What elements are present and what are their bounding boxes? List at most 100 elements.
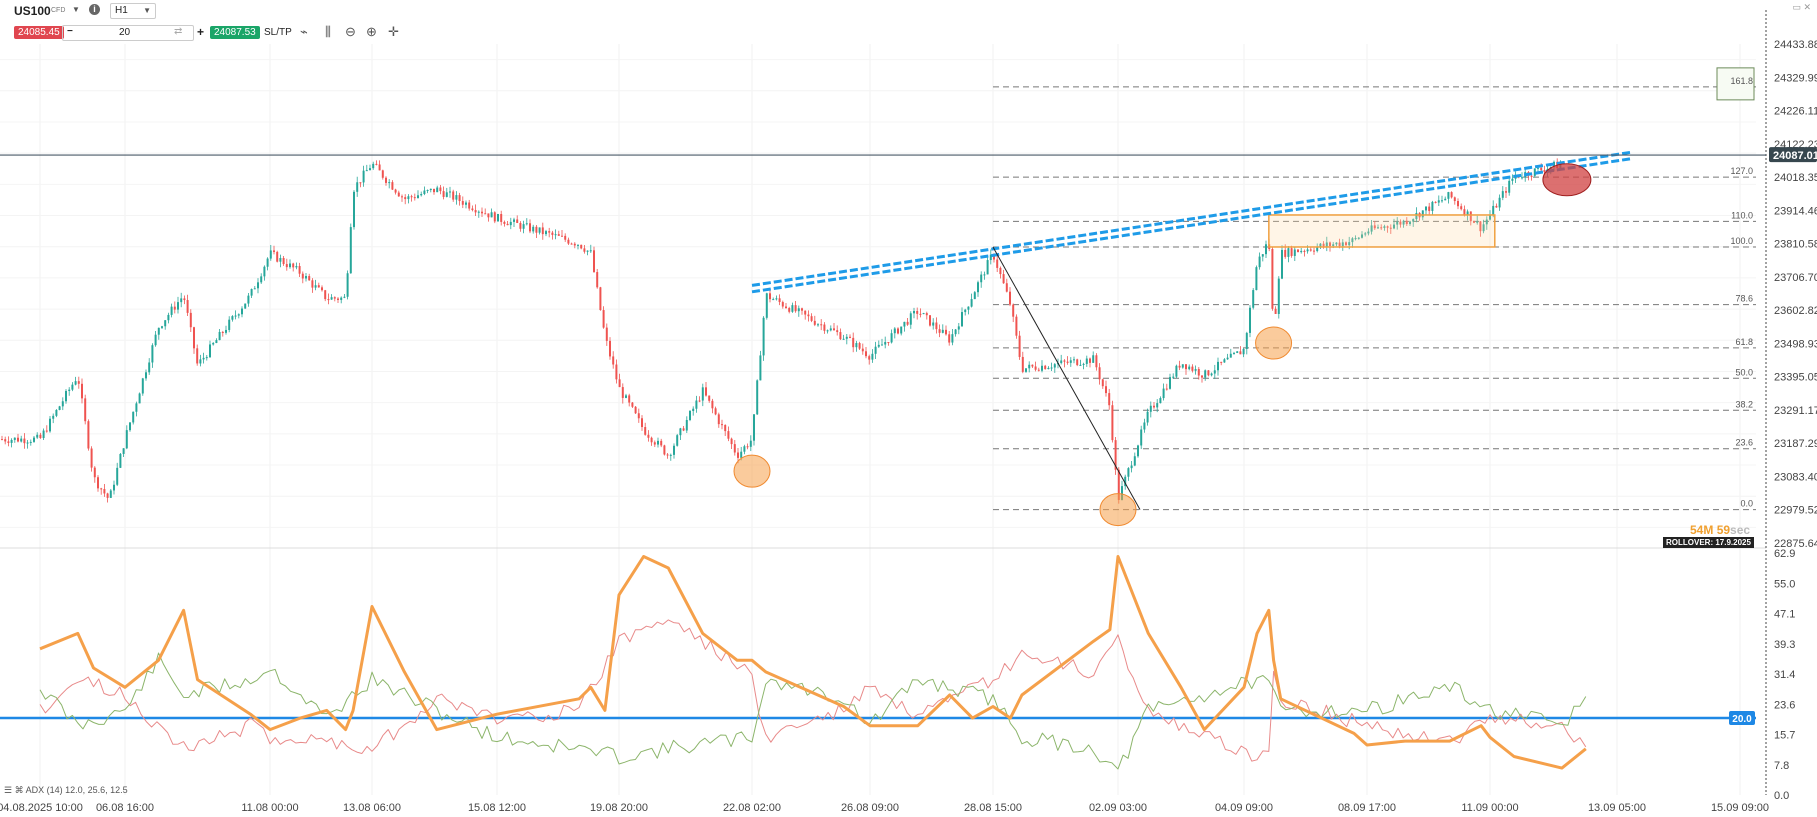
highlight-circle[interactable]	[1255, 326, 1293, 360]
swap-icon[interactable]: ⇄	[174, 26, 183, 37]
candle-body	[241, 308, 243, 315]
candle-body	[570, 243, 573, 245]
candle-body	[685, 419, 688, 431]
candle	[1101, 378, 1104, 389]
candle	[1034, 361, 1037, 372]
candle	[874, 341, 877, 359]
candle-body	[1265, 244, 1267, 255]
candlestick-icon[interactable]: ⫼	[325, 24, 331, 39]
candle	[577, 244, 579, 250]
candle-body	[167, 314, 170, 321]
candle	[1233, 351, 1235, 355]
candle	[836, 325, 839, 336]
candle	[1405, 217, 1408, 227]
candle-body	[817, 324, 819, 326]
candle	[493, 211, 496, 224]
candle	[1300, 247, 1303, 254]
candle	[711, 398, 714, 414]
candle-body	[961, 312, 963, 327]
candle-body	[269, 250, 272, 259]
candle	[455, 191, 458, 205]
sltp-button[interactable]: SL/TP	[264, 27, 292, 38]
quantity-input[interactable]: − 20 ⇄	[62, 25, 194, 41]
candle-body	[237, 314, 240, 316]
annotations[interactable]	[0, 150, 1766, 527]
candle-body	[906, 321, 909, 325]
candle	[205, 355, 208, 361]
candle	[161, 325, 163, 329]
fib-swing-line[interactable]	[992, 246, 1141, 510]
candle	[445, 187, 448, 198]
candle	[343, 293, 346, 299]
sell-price-button[interactable]: 24085.45	[14, 26, 64, 39]
candle-body	[1469, 211, 1472, 222]
candle	[394, 188, 397, 195]
candle-body	[106, 493, 109, 498]
trendline[interactable]	[751, 150, 1632, 287]
candle-body	[708, 395, 711, 401]
candle	[557, 230, 560, 237]
candle-body	[298, 266, 301, 274]
fibonacci-retracement[interactable]: 161.8 127.0 110.0 100.0 78.6 61.8 50.0 38.2 23.6…	[993, 67, 1756, 511]
candle	[1357, 237, 1360, 240]
candle	[666, 452, 669, 459]
candle	[564, 233, 567, 242]
candle	[164, 320, 167, 330]
zoom-out-icon[interactable]: ⊖	[345, 24, 356, 39]
adx-tick-label: 55.0	[1774, 578, 1795, 590]
candle-body	[388, 182, 391, 184]
symbol-dropdown-icon[interactable]: ▼	[72, 5, 80, 14]
candle	[586, 250, 589, 256]
candle-body	[813, 320, 816, 325]
candle	[858, 341, 861, 350]
highlight-circle[interactable]	[1099, 493, 1137, 527]
candle	[84, 394, 87, 425]
consolidation-box[interactable]	[1268, 214, 1496, 248]
trendline[interactable]	[751, 157, 1632, 294]
candle	[625, 393, 627, 399]
candle	[241, 306, 243, 318]
candle	[109, 488, 112, 499]
candle-body	[61, 401, 64, 407]
candle-body	[314, 285, 317, 288]
candle	[641, 415, 643, 431]
zoom-in-icon[interactable]: ⊕	[366, 24, 377, 39]
highlight-circle[interactable]	[733, 454, 771, 488]
info-icon[interactable]: i	[89, 4, 100, 15]
time-tick-label: 11.09 00:00	[1461, 802, 1518, 814]
window-controls[interactable]: ▭ ✕	[1792, 2, 1811, 12]
candle-body	[1191, 366, 1194, 371]
candle-body	[170, 306, 173, 315]
candle	[423, 186, 426, 196]
increase-quantity-button[interactable]: +	[197, 25, 205, 39]
candle-body	[1165, 388, 1168, 390]
candle-body	[1060, 360, 1063, 364]
adx-legend[interactable]: ☰ ⌘ ADX (14) 12.0, 25.6, 12.5	[4, 785, 128, 795]
timeframe-select[interactable]: H1 ▼	[110, 3, 156, 19]
fib-level-label: 161.8	[1730, 76, 1753, 86]
candle	[273, 245, 275, 255]
candle	[730, 437, 733, 449]
candle-body	[769, 293, 771, 300]
candle	[746, 443, 749, 450]
symbol-name[interactable]: US100	[14, 4, 51, 18]
highlight-circle[interactable]	[1542, 163, 1592, 197]
line-chart-icon[interactable]: ⌁	[300, 24, 308, 39]
candle	[852, 332, 855, 353]
candle	[189, 309, 192, 333]
candle	[1399, 219, 1402, 228]
candle-body	[986, 260, 989, 275]
candle	[845, 333, 848, 345]
candle-body	[1108, 393, 1111, 406]
candle-body	[26, 442, 29, 444]
candle-body	[561, 235, 563, 237]
candle-body	[449, 191, 451, 193]
candle-body	[1316, 246, 1319, 252]
candle-body	[871, 353, 874, 360]
decrease-quantity-button[interactable]: −	[67, 26, 73, 37]
crosshair-icon[interactable]: ✛	[388, 24, 399, 39]
fib-extension-box[interactable]	[1716, 67, 1755, 101]
buy-price-button[interactable]: 24087.53	[210, 26, 260, 39]
candle	[1063, 359, 1066, 368]
